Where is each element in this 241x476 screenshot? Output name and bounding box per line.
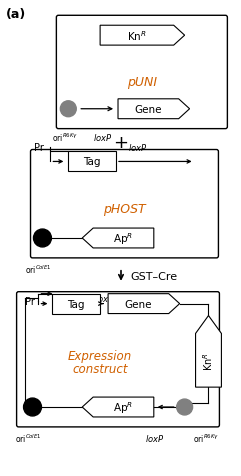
FancyBboxPatch shape <box>17 292 219 427</box>
Text: Kn$^R$: Kn$^R$ <box>127 29 147 43</box>
Text: Ap$^R$: Ap$^R$ <box>114 399 134 415</box>
Text: pUNI: pUNI <box>127 76 157 89</box>
Text: Tag: Tag <box>83 157 101 167</box>
Text: $loxP$: $loxP$ <box>95 293 115 304</box>
Text: ori$^{ColE1}$: ori$^{ColE1}$ <box>15 432 41 444</box>
Text: Tag: Tag <box>67 299 85 309</box>
Polygon shape <box>82 228 154 248</box>
Text: ori$^{ColE1}$: ori$^{ColE1}$ <box>25 263 51 276</box>
Text: +: + <box>114 133 128 151</box>
Text: Gene: Gene <box>125 299 152 309</box>
Circle shape <box>24 398 41 416</box>
Text: construct: construct <box>72 362 128 375</box>
Text: Expression: Expression <box>68 349 132 362</box>
Circle shape <box>60 101 76 118</box>
Polygon shape <box>82 397 154 417</box>
Text: ori$^{R6K\gamma}$: ori$^{R6K\gamma}$ <box>52 131 78 144</box>
FancyBboxPatch shape <box>31 150 218 258</box>
Text: Kn$^R$: Kn$^R$ <box>201 351 215 370</box>
Polygon shape <box>108 294 180 314</box>
Text: $loxP$: $loxP$ <box>93 131 113 142</box>
FancyBboxPatch shape <box>52 294 100 314</box>
Circle shape <box>177 399 193 415</box>
FancyBboxPatch shape <box>68 152 116 172</box>
Polygon shape <box>100 26 185 46</box>
Text: Ap$^R$: Ap$^R$ <box>114 230 134 247</box>
Text: $loxP$: $loxP$ <box>145 432 165 443</box>
Text: Gene: Gene <box>134 105 162 115</box>
Text: ori$^{R6K\gamma}$: ori$^{R6K\gamma}$ <box>193 432 219 444</box>
Circle shape <box>33 229 51 248</box>
Polygon shape <box>118 99 190 119</box>
Text: pHOST: pHOST <box>103 202 145 215</box>
Polygon shape <box>195 316 221 387</box>
Text: Pr: Pr <box>34 142 44 152</box>
Text: GST–Cre: GST–Cre <box>130 271 177 281</box>
FancyBboxPatch shape <box>56 16 227 129</box>
Text: $loxP$: $loxP$ <box>128 142 148 153</box>
Text: (a): (a) <box>6 8 26 21</box>
Text: Pr: Pr <box>25 296 34 306</box>
